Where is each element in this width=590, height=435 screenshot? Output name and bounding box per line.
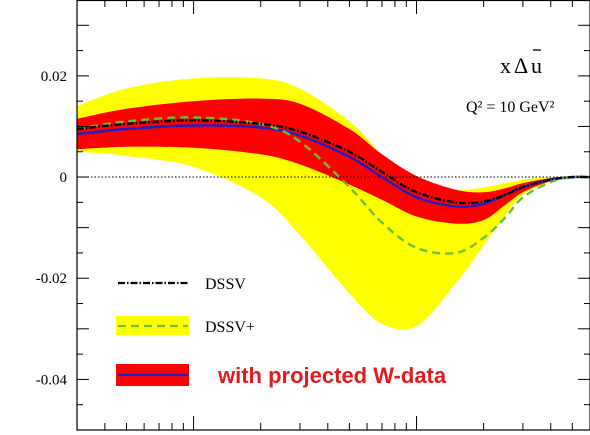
legend-label-dssv-plus: DSSV+	[205, 319, 255, 336]
quantity-x: x	[500, 53, 511, 78]
legend: DSSV DSSV+ with projected W-data	[116, 276, 447, 388]
y-tick-label: 0	[60, 170, 68, 186]
quantity-u: u	[531, 53, 542, 78]
series-line-dssv-	[76, 116, 590, 255]
band-w-data	[77, 98, 590, 224]
legend-label-w-data: with projected W-data	[217, 363, 447, 388]
uncertainty-bands	[77, 77, 590, 330]
series-line-with-projected-w-data	[76, 124, 590, 208]
quantity-annotation: x Δ u Q² = 10 GeV²	[466, 49, 555, 116]
plot-frame	[76, 0, 590, 431]
series-lines	[76, 116, 590, 255]
series-line-dssv	[76, 119, 590, 205]
plot-axes: 0.02 0 -0.02 -0.04	[36, 0, 590, 431]
quantity-delta: Δ	[514, 53, 528, 78]
y-tick-label: 0.02	[41, 69, 67, 85]
scale-label: Q² = 10 GeV²	[466, 99, 555, 116]
legend-swatch-dssv-plus-band	[116, 316, 189, 335]
legend-label-dssv: DSSV	[205, 276, 246, 293]
y-tick-label: -0.04	[36, 372, 68, 388]
y-tick-label: -0.02	[36, 271, 67, 287]
